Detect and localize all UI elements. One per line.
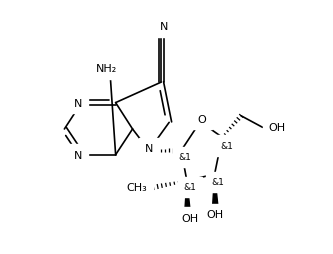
Text: N: N <box>74 98 82 108</box>
Text: O: O <box>198 114 206 124</box>
Text: &1: &1 <box>183 182 196 192</box>
Text: OH: OH <box>206 209 223 219</box>
Text: &1: &1 <box>221 141 234 150</box>
Text: OH: OH <box>181 213 199 223</box>
Text: &1: &1 <box>178 153 191 162</box>
Text: N: N <box>74 150 82 160</box>
Text: OH: OH <box>268 123 285 133</box>
Text: &1: &1 <box>211 178 224 186</box>
Text: CH₃: CH₃ <box>127 183 147 193</box>
Polygon shape <box>212 174 218 211</box>
Text: NH₂: NH₂ <box>96 64 118 74</box>
Text: N: N <box>145 144 153 154</box>
Text: N: N <box>160 22 168 32</box>
Polygon shape <box>184 181 190 215</box>
